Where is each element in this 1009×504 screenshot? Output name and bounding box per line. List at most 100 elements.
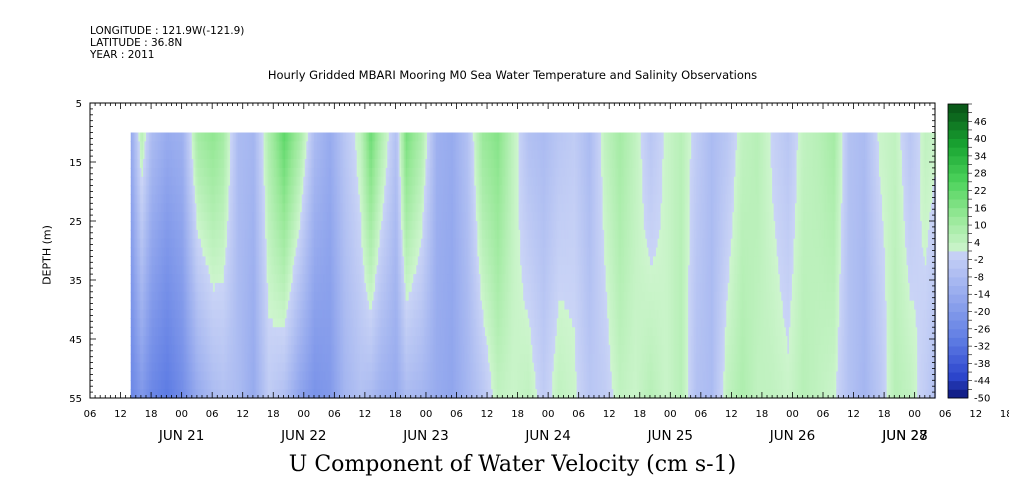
heatmap-cell [150, 274, 153, 284]
heatmap-cell [222, 150, 225, 160]
heatmap-cell [202, 194, 205, 204]
heatmap-cell [165, 194, 168, 204]
heatmap-cell [135, 265, 138, 275]
heatmap-cell [190, 212, 193, 222]
heatmap-cell [229, 159, 233, 169]
heatmap-cell [249, 282, 252, 293]
heatmap-cell [184, 159, 187, 169]
heatmap-cell [234, 291, 237, 302]
heatmap-cell [204, 194, 207, 204]
heatmap-cell [187, 159, 190, 169]
heatmap-cell [191, 159, 194, 169]
heatmap-cell [197, 336, 201, 346]
heatmap-cell [210, 353, 213, 364]
heatmap-cell [161, 309, 164, 319]
heatmap-cell [240, 176, 243, 187]
heatmap-cell [217, 344, 220, 355]
heatmap-cell [234, 380, 237, 390]
heatmap-cell [231, 247, 234, 257]
heatmap-cell [182, 380, 185, 390]
heatmap-cell [242, 389, 245, 399]
heatmap-cell [171, 159, 175, 169]
heatmap-cell [144, 371, 147, 381]
heatmap-cell [219, 380, 222, 390]
heatmap-cell [214, 132, 217, 142]
heatmap-cell [231, 274, 234, 284]
heatmap-cell [222, 389, 225, 399]
heatmap-cell [233, 309, 236, 319]
heatmap-cell [152, 353, 155, 364]
heatmap-cell [176, 353, 179, 364]
heatmap-cell [229, 203, 233, 213]
heatmap-cell [184, 238, 187, 249]
heatmap-cell [239, 132, 242, 142]
heatmap-cell [220, 203, 223, 213]
heatmap-cell [243, 256, 246, 266]
heatmap-cell [228, 344, 231, 355]
heatmap-cell [234, 132, 237, 142]
heatmap-cell [141, 336, 144, 346]
heatmap-cell [153, 176, 156, 187]
heatmap-cell [207, 274, 210, 284]
heatmap-cell [200, 132, 204, 142]
heatmap-cell [196, 159, 199, 169]
heatmap-cell [130, 389, 133, 399]
heatmap-cell [187, 238, 190, 249]
heatmap-cell [196, 336, 199, 346]
heatmap-cell [217, 247, 220, 257]
heatmap-cell [231, 203, 234, 213]
heatmap-cell [217, 194, 220, 204]
heatmap-cell [236, 194, 239, 204]
heatmap-cell [152, 318, 155, 328]
heatmap-cell [176, 150, 179, 160]
heatmap-cell [205, 238, 208, 249]
heatmap-cell [171, 229, 175, 240]
heatmap-cell [245, 362, 248, 373]
heatmap-cell [182, 141, 185, 151]
heatmap-cell [204, 309, 207, 319]
heatmap-cell [251, 265, 254, 275]
heatmap-cell [243, 212, 246, 222]
variable-title: U Component of Water Velocity (cm s-1) [288, 452, 737, 477]
heatmap-cell [193, 176, 196, 187]
heatmap-cell [156, 247, 159, 257]
heatmap-cell [133, 353, 136, 364]
heatmap-cell [167, 282, 170, 293]
heatmap-cell [173, 300, 176, 311]
heatmap-cell [138, 380, 141, 390]
heatmap-cell [162, 300, 165, 311]
heatmap-cell [245, 238, 248, 249]
heatmap-cell [243, 291, 246, 302]
heatmap-cell [210, 344, 213, 355]
heatmap-cell [162, 318, 165, 328]
heatmap-cell [171, 167, 175, 178]
heatmap-cell [191, 318, 194, 328]
heatmap-cell [158, 194, 161, 204]
heatmap-cell [139, 167, 143, 178]
heatmap-cell [199, 380, 202, 390]
heatmap-cell [147, 194, 150, 204]
heatmap-cell [156, 327, 159, 337]
heatmap-cell [239, 203, 242, 213]
heatmap-cell [239, 309, 242, 319]
heatmap-cell [173, 132, 176, 142]
heatmap-cell [257, 238, 260, 249]
heatmap-cell [142, 380, 146, 390]
heatmap-cell [164, 132, 167, 142]
heatmap-cell [167, 247, 170, 257]
heatmap-cell [167, 221, 170, 231]
heatmap-cell [133, 229, 136, 240]
heatmap-cell [255, 318, 259, 328]
heatmap-cell [228, 132, 231, 142]
heatmap-cell [142, 327, 146, 337]
heatmap-cell [138, 274, 141, 284]
heatmap-cell [184, 185, 187, 196]
heatmap-cell [161, 167, 164, 178]
heatmap-cell [213, 336, 216, 346]
heatmap-cell [182, 238, 185, 249]
heatmap-cell [170, 141, 173, 151]
heatmap-cell [211, 389, 214, 399]
heatmap-cell [223, 318, 227, 328]
heatmap-cell [149, 229, 152, 240]
heatmap-cell [252, 318, 256, 328]
